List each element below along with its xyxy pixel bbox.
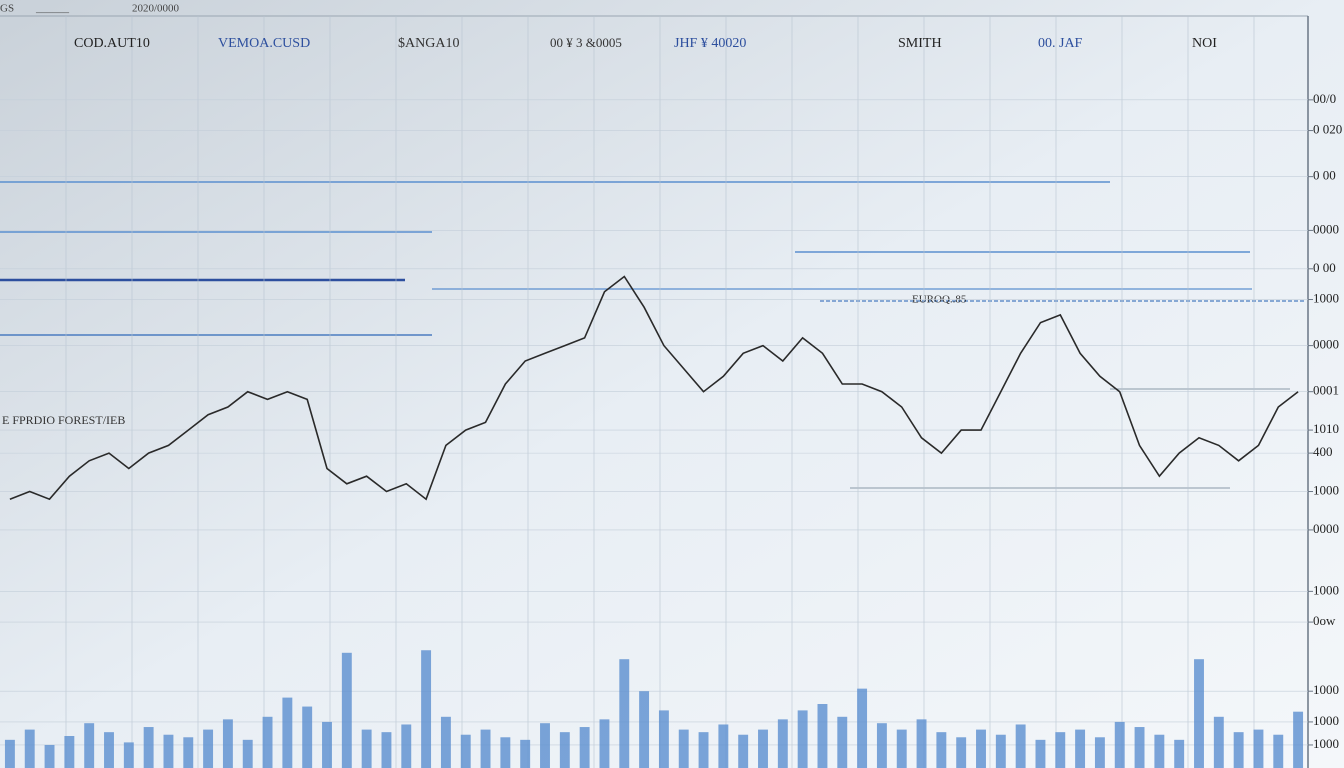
volume-bar <box>1094 737 1105 768</box>
volume-bar <box>936 732 947 768</box>
header-label: COD.AUT10 <box>74 36 150 51</box>
volume-bar <box>183 737 194 768</box>
volume-bar <box>579 727 590 768</box>
volume-bar <box>1194 659 1204 768</box>
volume-bar <box>242 739 253 768</box>
y-tick-label: 0000 <box>1313 337 1339 352</box>
volume-bar <box>1154 734 1165 768</box>
y-tick-label: 0 020 <box>1313 122 1342 137</box>
volume-bar <box>599 719 610 768</box>
volume-bar <box>738 734 749 768</box>
volume-bar <box>421 650 432 768</box>
volume-bar <box>658 710 669 768</box>
header-label: NOI <box>1192 36 1217 51</box>
volume-bar <box>381 732 392 768</box>
volume-bar <box>1114 721 1125 768</box>
header-label: $ANGA10 <box>398 36 459 51</box>
volume-bar <box>1075 729 1086 768</box>
volume-bar <box>104 732 114 768</box>
volume-bar <box>64 736 75 768</box>
volume-bar <box>1273 734 1284 768</box>
volume-bar <box>758 729 768 768</box>
header-label: JHF ¥ 40020 <box>674 36 746 51</box>
volume-bar <box>639 691 650 768</box>
volume-bar <box>916 719 927 768</box>
volume-bar <box>876 723 887 768</box>
volume-bar <box>1055 732 1066 768</box>
y-tick-label: 1000 <box>1313 483 1339 498</box>
volume-bar <box>84 723 95 768</box>
volume-bar <box>302 706 313 768</box>
y-tick-label: 0 00 <box>1313 260 1336 275</box>
header-label: SMITH <box>898 36 942 51</box>
volume-bar <box>4 739 15 768</box>
volume-bar <box>976 729 986 768</box>
volume-bar <box>143 727 154 768</box>
y-tick-label: 00/0 <box>1313 91 1336 106</box>
corner-label: 2020/0000 <box>132 3 180 15</box>
volume-bar <box>1233 732 1244 768</box>
y-tick-label: 1000 <box>1313 682 1339 697</box>
y-tick-label: 1000 <box>1313 582 1339 597</box>
volume-bar <box>619 659 630 768</box>
annotation: E FPRDIO FOREST/IEB <box>2 413 125 427</box>
volume-bar <box>24 729 35 768</box>
price-line <box>9 275 1299 501</box>
volume-bar <box>480 729 491 768</box>
volume-bar <box>698 732 709 768</box>
y-tick-label: 0ow <box>1313 613 1336 628</box>
corner-label: ______ <box>35 3 70 15</box>
y-tick-label: 0000 <box>1313 521 1339 536</box>
header-label: 00 ¥ 3 &0005 <box>550 35 622 50</box>
header-label: VEMOA.CUSD <box>218 36 310 51</box>
y-tick-label: 1000 <box>1313 291 1339 306</box>
volume-bar <box>1213 716 1224 768</box>
volume-bar <box>163 734 174 768</box>
volume-bar <box>837 716 848 768</box>
y-tick-label: 400 <box>1313 444 1333 459</box>
y-tick-label: 1000 <box>1313 713 1339 728</box>
volume-bar <box>678 729 689 768</box>
volume-bar <box>559 732 570 768</box>
volume-bar <box>1035 739 1046 768</box>
volume-bar <box>1174 739 1185 768</box>
volume-bar <box>440 716 451 768</box>
volume-bar <box>1134 727 1145 768</box>
header-label: 00. JAF <box>1038 36 1083 51</box>
volume-bar <box>203 729 214 768</box>
volume-bar <box>1293 711 1304 768</box>
volume-bar <box>460 734 471 768</box>
y-tick-label: 0000 <box>1313 221 1339 236</box>
volume-bar <box>44 744 55 768</box>
volume-bar <box>123 742 134 768</box>
volume-bar <box>1253 729 1264 768</box>
volume-bar <box>322 721 332 768</box>
volume-bar <box>1015 724 1026 768</box>
y-tick-label: 1000 <box>1313 736 1339 751</box>
y-tick-label: 0001 <box>1313 383 1339 398</box>
volume-bar <box>995 734 1006 768</box>
y-tick-label: 0 00 <box>1313 168 1336 183</box>
volume-bar <box>361 729 372 768</box>
volume-bar <box>520 739 531 768</box>
volume-bar <box>797 710 808 768</box>
volume-bar <box>857 688 868 768</box>
volume-bar <box>262 716 273 768</box>
y-tick-label: 1010 <box>1313 421 1339 436</box>
volume-bar <box>222 719 233 768</box>
volume-bar <box>500 737 511 768</box>
volume-bar <box>282 697 293 768</box>
volume-bar <box>896 729 907 768</box>
volume-bar <box>718 724 729 768</box>
volume-bar <box>341 652 352 768</box>
corner-label: GS <box>0 3 14 15</box>
volume-bar <box>540 723 550 768</box>
volume-bar <box>777 719 788 768</box>
volume-bar <box>817 704 828 768</box>
volume-bar <box>956 737 967 768</box>
volume-bar <box>401 724 412 768</box>
